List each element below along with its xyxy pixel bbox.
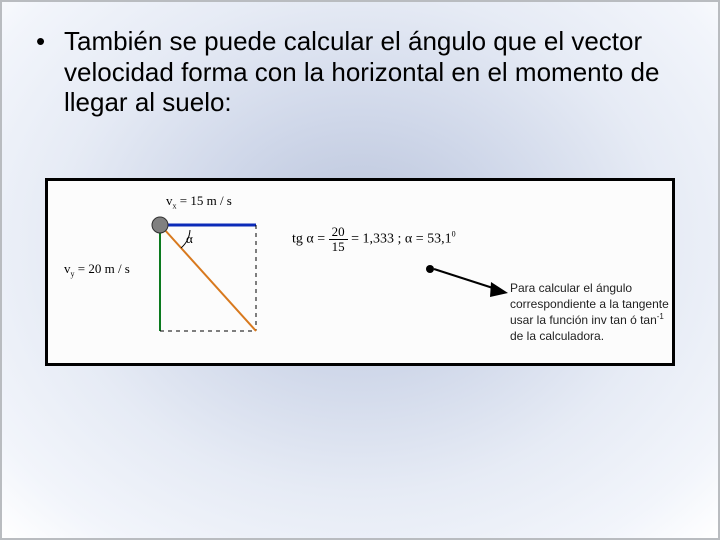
arrow-origin-dot (426, 265, 434, 273)
slide: • También se puede calcular el ángulo qu… (0, 0, 720, 540)
ball-icon (152, 217, 168, 233)
tan-result-sup: 0 (452, 230, 456, 239)
alpha-label: α (186, 231, 193, 247)
explain-l2: correspondiente a la tangente (510, 297, 670, 313)
arrow-head-icon (490, 282, 508, 297)
explain-l4: de la calculadora. (510, 329, 670, 345)
resultant-vector (164, 229, 256, 331)
figure-frame: vx = 15 m / s vy = 20 m / s α tg α = 20 … (45, 178, 675, 366)
vy-label: vy = 20 m / s (64, 261, 130, 279)
bullet-block: • También se puede calcular el ángulo qu… (36, 26, 666, 118)
tan-fraction: 20 15 (329, 225, 348, 253)
tan-prefix: tg α = (292, 231, 325, 246)
arrow-line (434, 269, 496, 289)
bullet-text: También se puede calcular el ángulo que … (64, 26, 666, 118)
explain-l3: usar la función inv tan ó tan-1 (510, 312, 670, 329)
explanation-text: Para calcular el ángulo correspondiente … (510, 281, 670, 344)
vx-sub: x (173, 202, 177, 211)
bullet-dot: • (36, 26, 45, 57)
explain-sup: -1 (657, 312, 664, 321)
tan-den: 15 (329, 240, 348, 254)
tan-num: 20 (329, 225, 348, 240)
vy-sub: y (71, 270, 75, 279)
explain-l1: Para calcular el ángulo (510, 281, 670, 297)
tan-equation: tg α = 20 15 = 1,333 ; α = 53,10 (292, 225, 456, 253)
vx-val: = 15 m / s (180, 193, 232, 208)
vx-label: vx = 15 m / s (166, 193, 232, 211)
tan-result: = 1,333 ; α = 53,1 (351, 231, 452, 246)
vy-val: = 20 m / s (78, 261, 130, 276)
